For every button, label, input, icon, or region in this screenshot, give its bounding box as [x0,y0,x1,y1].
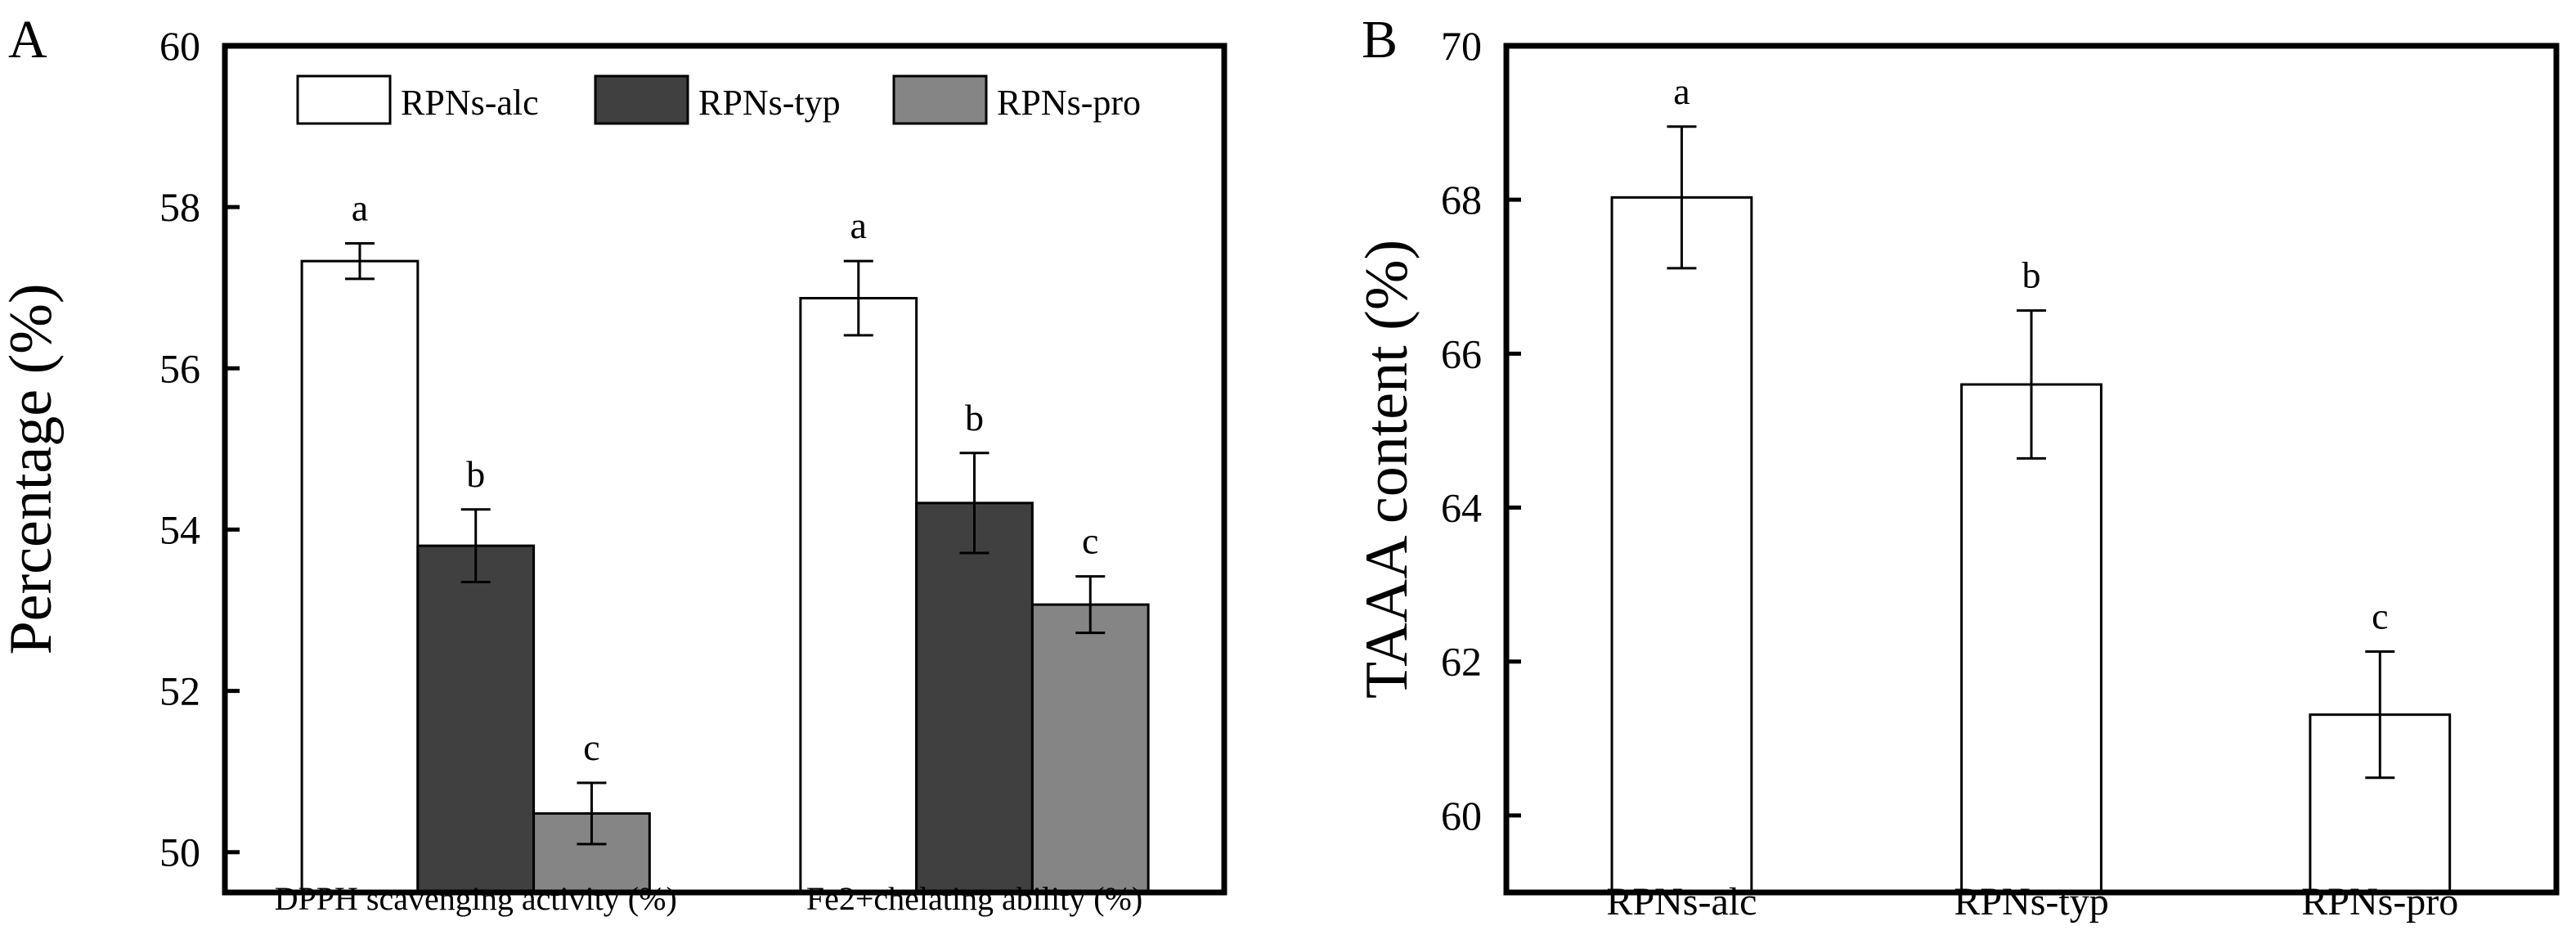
y-tick-label: 60 [1441,793,1482,838]
y-tick-label: 52 [159,668,200,714]
plot-frame [222,43,1227,896]
x-tick-label: RPNs-alc [1606,880,1757,924]
legend-swatch [594,74,689,125]
y-tick-label: 68 [1441,177,1482,223]
bar [1030,603,1150,894]
y-tick-label: 56 [159,345,200,391]
y-axis-label: Percentage (%) [0,283,65,654]
significance-letter: a [352,187,368,229]
y-tick-label: 70 [1441,23,1482,69]
y-tick-label: 66 [1441,330,1482,376]
x-tick-label: RPNs-pro [2301,880,2458,924]
legend-swatch [892,74,988,125]
y-tick-label: 64 [1441,485,1482,531]
bar [915,501,1034,894]
y-tick-label: 60 [159,23,200,69]
significance-letter: c [1082,520,1098,562]
significance-letter: a [850,205,867,246]
x-tick-label: RPNs-typ [1954,880,2108,924]
legend-swatch [296,74,392,125]
y-tick-label: 50 [159,829,200,875]
bar [1960,383,2103,894]
legend-label: RPNs-typ [698,83,841,123]
panel-a: 50 52 54 56 58 60 A Percentage (%) a b c DPPH scave… [0,10,1227,917]
y-tick-label: 54 [159,506,200,552]
plot-frame [1503,43,2560,896]
x-tick-label: DPPH scavenging activity (%) [275,880,677,917]
y-tick-label: 62 [1441,639,1482,685]
panel-label: A [8,10,47,70]
bar [416,544,536,894]
y-axis-label: TAAA content (%) [1353,240,1420,699]
legend-label: RPNs-alc [401,83,539,123]
significance-letter: c [583,726,599,768]
significance-letter: b [2022,254,2041,296]
significance-letter: b [466,453,485,495]
significance-letter: a [1673,70,1690,112]
significance-letter: b [965,397,984,438]
significance-letter: c [2372,595,2388,636]
panel-label: B [1362,10,1398,70]
bar [799,297,918,894]
bar [300,259,420,894]
x-tick-label: Fe2+chelating ability (%) [806,880,1142,917]
y-tick-label: 58 [159,184,200,230]
legend-label: RPNs-pro [997,83,1141,123]
panel-b: 60 62 64 66 68 70 B TAAA content (%) a RPNs-alc b R… [1353,10,2560,924]
bar [1610,196,1753,894]
